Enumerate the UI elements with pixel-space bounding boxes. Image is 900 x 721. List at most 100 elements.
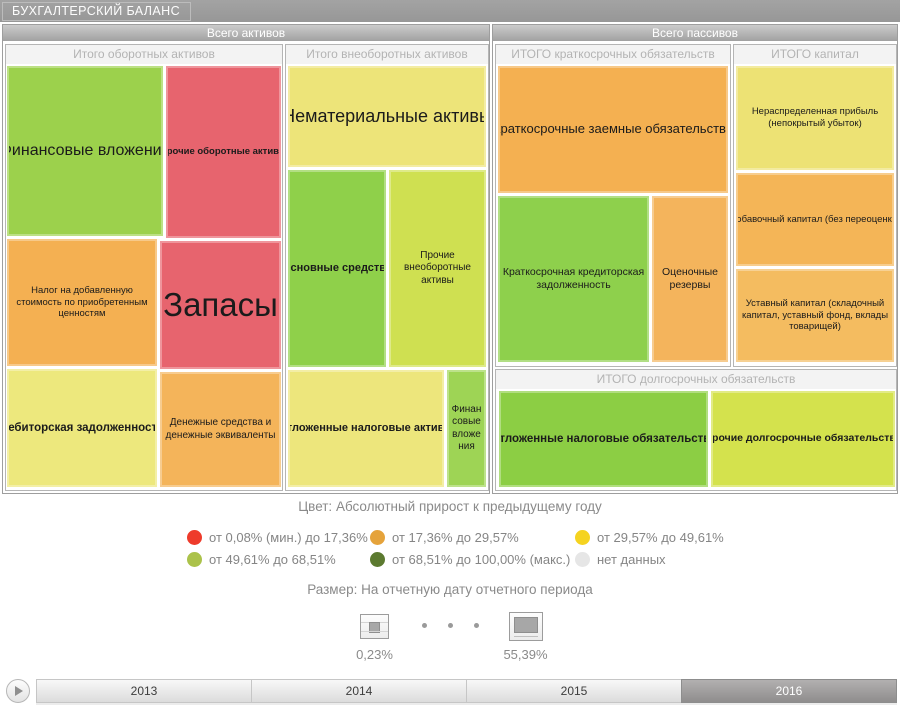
color-swatch-icon xyxy=(187,551,202,567)
color-swatch-icon xyxy=(370,551,385,567)
cell-label: Дебиторская задолженность xyxy=(7,421,157,434)
section-current-assets: Итого оборотных активов Финансовые вложен… xyxy=(5,44,283,491)
treemap-cell[interactable]: Денежные средства и денежные эквиваленты xyxy=(160,372,281,487)
treemap-cell[interactable]: Оценочные резервы xyxy=(652,196,728,362)
section-header: ИТОГО краткосрочных обязательств xyxy=(496,45,730,64)
legend-item: от 29,57% до 49,61% xyxy=(575,526,724,548)
treemap-cell[interactable]: Прочие долгосрочные обязательства xyxy=(711,391,895,487)
treemap: Всего активов Итого оборотных активов Фина… xyxy=(2,24,898,494)
scale-dot-icon xyxy=(421,623,427,628)
cell-label: Финансовые вложения xyxy=(7,142,163,159)
treemap-cell[interactable]: Запасы xyxy=(160,241,281,369)
panel-body: Итого оборотных активов Финансовые вложен… xyxy=(3,41,489,493)
mini-treemap-square xyxy=(369,621,380,633)
section-short-term-liabilities: ИТОГО краткосрочных обязательств Краткоср… xyxy=(495,44,731,367)
treemap-cell[interactable]: Финансовые вложения xyxy=(7,66,163,236)
section-header: Итого оборотных активов xyxy=(6,45,282,64)
panel-total-liabilities: Всего пассивов ИТОГО краткосрочных обязат… xyxy=(492,24,898,494)
size-min-block: 0,23% xyxy=(340,610,410,662)
cell-label: Денежные средства и денежные эквиваленты xyxy=(165,417,276,441)
page-title: БУХГАЛТЕРСКИЙ БАЛАНС xyxy=(2,2,191,21)
legend-label: от 0,08% (мин.) до 17,36% xyxy=(209,529,368,545)
app-title-bar: БУХГАЛТЕРСКИЙ БАЛАНС xyxy=(0,0,900,22)
size-max-icon-wrap xyxy=(508,610,543,642)
cell-label: Нематериальные активы xyxy=(288,106,486,127)
size-max-icon xyxy=(508,611,543,641)
cell-label: Прочие долгосрочные обязательства xyxy=(711,432,895,445)
timeline: 2013 2014 2015 2016 xyxy=(0,679,900,705)
size-legend-title: Размер: На отчетную дату отчетного перио… xyxy=(307,582,593,597)
section-body: Нераспределенная прибыль (непокрытый убы… xyxy=(734,64,896,366)
color-swatch-icon xyxy=(575,529,590,545)
legend-label: от 68,51% до 100,00% (макс.) xyxy=(392,551,571,567)
cell-label: Прочие внеоборотные активы xyxy=(403,249,471,286)
size-max-label: 55,39% xyxy=(503,647,548,662)
treemap-cell[interactable]: Финансовые вложения xyxy=(447,370,486,487)
year-segment-2013[interactable]: 2013 xyxy=(36,679,252,703)
cell-label: Краткосрочная кредиторская задолженность xyxy=(502,265,645,291)
section-capital: ИТОГО капитал Нераспределенная прибыль (н… xyxy=(733,44,897,367)
cell-label: Основные средства xyxy=(290,261,386,274)
section-body: Нематериальные активы Основные средства Пр… xyxy=(286,64,488,490)
year-segment-2015[interactable]: 2015 xyxy=(466,679,682,703)
treemap-cell[interactable]: Нераспределенная прибыль (непокрытый убы… xyxy=(736,66,894,170)
treemap-cell[interactable]: Отложенные налоговые активы xyxy=(288,370,444,487)
size-min-icon xyxy=(360,613,389,639)
play-icon xyxy=(15,686,23,696)
cell-label: Отложенные налоговые активы xyxy=(290,421,444,434)
treemap-cell[interactable]: Прочие оборотные активы xyxy=(166,66,281,238)
size-max-block: 55,39% xyxy=(491,610,561,662)
section-long-term-liabilities: ИТОГО долгосрочных обязательств Отложенны… xyxy=(495,369,897,491)
legend-item: от 17,36% до 29,57% xyxy=(370,526,575,548)
section-body: Краткосрочные заемные обязательства Кратк… xyxy=(496,64,730,366)
section-header: Итого внеоборотных активов xyxy=(286,45,488,64)
color-legend: от 0,08% (мин.) до 17,36% от 17,36% до 29… xyxy=(187,526,724,570)
cell-label: Отложенные налоговые обязательства xyxy=(499,432,708,445)
section-noncurrent-assets: Итого внеоборотных активов Нематериальные… xyxy=(285,44,489,491)
legend-item: от 0,08% (мин.) до 17,36% xyxy=(187,526,370,548)
section-header: ИТОГО капитал xyxy=(734,45,896,64)
treemap-cell[interactable]: Нематериальные активы xyxy=(288,66,486,167)
play-button[interactable] xyxy=(6,679,30,703)
cell-label: Запасы xyxy=(163,286,278,324)
year-segment-2014[interactable]: 2014 xyxy=(251,679,467,703)
treemap-cell[interactable]: Отложенные налоговые обязательства xyxy=(499,391,708,487)
cell-label: Нераспределенная прибыль (непокрытый убы… xyxy=(751,106,879,129)
scale-dot-icon xyxy=(473,623,479,628)
cell-label: Добавочный капитал (без переоценки) xyxy=(736,213,894,225)
treemap-cell[interactable]: Краткосрочная кредиторская задолженность xyxy=(498,196,649,362)
color-swatch-icon xyxy=(575,551,590,567)
color-legend-title: Цвет: Абсолютный прирост к предыдущему г… xyxy=(298,499,602,514)
cell-label: Финансовые вложения xyxy=(451,403,482,453)
size-scale-dots xyxy=(421,623,479,628)
cell-label: Оценочные резервы xyxy=(662,265,718,291)
color-swatch-icon xyxy=(187,529,202,545)
legend-label: от 17,36% до 29,57% xyxy=(392,529,519,545)
size-min-label: 0,23% xyxy=(356,647,393,662)
treemap-cell[interactable]: Налог на добавленную стоимость по приобр… xyxy=(7,239,157,366)
panel-total-assets: Всего активов Итого оборотных активов Фина… xyxy=(2,24,490,494)
treemap-cell[interactable]: Добавочный капитал (без переоценки) xyxy=(736,173,894,266)
size-min-icon-wrap xyxy=(360,610,389,642)
size-legend: 0,23% 55,39% xyxy=(0,610,900,662)
treemap-cell[interactable]: Основные средства xyxy=(288,170,386,367)
legend-label: от 49,61% до 68,51% xyxy=(209,551,336,567)
treemap-cell[interactable]: Уставный капитал (складочный капитал, ус… xyxy=(736,269,894,362)
cell-label: Прочие оборотные активы xyxy=(166,146,281,158)
year-segment-2016[interactable]: 2016 xyxy=(681,679,897,703)
treemap-cell[interactable]: Краткосрочные заемные обязательства xyxy=(498,66,728,193)
color-swatch-icon xyxy=(370,529,385,545)
mini-treemap-square xyxy=(513,616,538,633)
treemap-cell[interactable]: Прочие внеоборотные активы xyxy=(389,170,486,367)
cell-label: Уставный капитал (складочный капитал, ус… xyxy=(741,297,889,333)
legend-item: от 49,61% до 68,51% xyxy=(187,548,370,570)
legend-label: от 29,57% до 49,61% xyxy=(597,529,724,545)
legend-item: нет данных xyxy=(575,548,724,570)
year-selector: 2013 2014 2015 2016 xyxy=(36,679,897,703)
panel-header: Всего пассивов xyxy=(493,25,897,41)
section-body: Отложенные налоговые обязательства Прочие… xyxy=(496,389,896,490)
cell-label: Краткосрочные заемные обязательства xyxy=(498,121,728,137)
section-header: ИТОГО долгосрочных обязательств xyxy=(496,370,896,389)
treemap-cell[interactable]: Дебиторская задолженность xyxy=(7,369,157,487)
legend-label: нет данных xyxy=(597,551,666,567)
